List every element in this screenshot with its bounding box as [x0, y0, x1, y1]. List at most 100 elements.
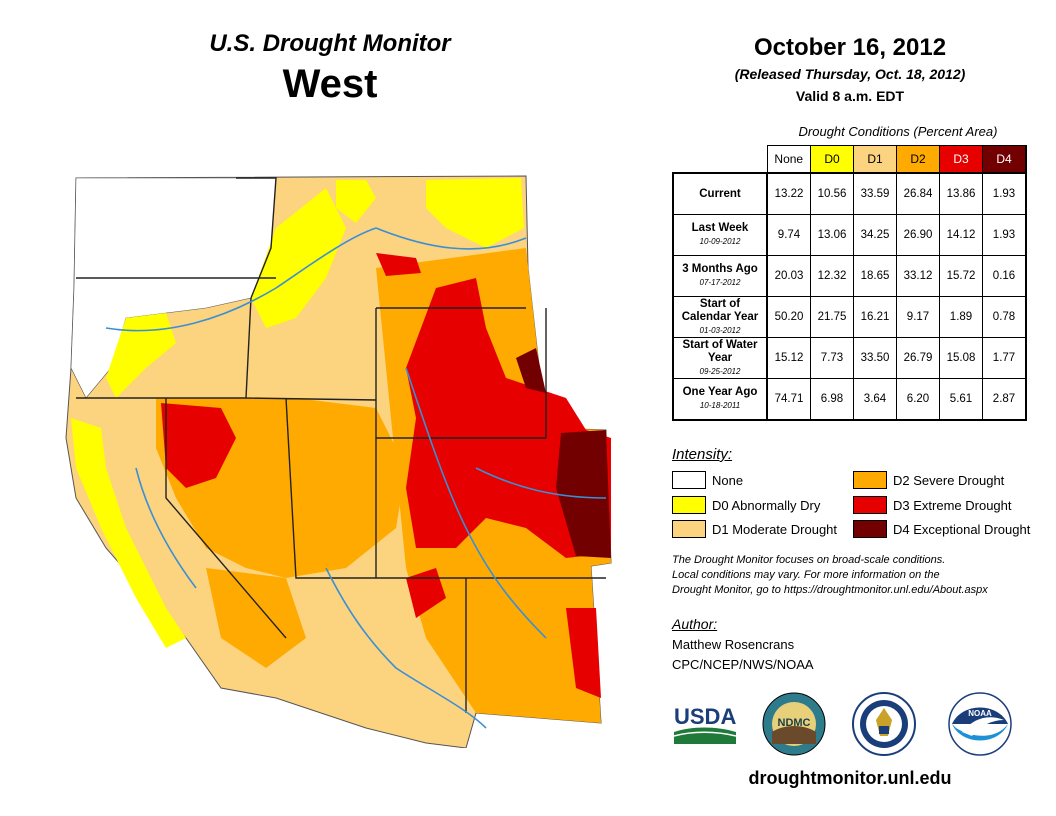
row-label-text: Start of Water Year	[682, 338, 758, 364]
legend-swatch	[672, 496, 706, 514]
disclaimer-note: The Drought Monitor focuses on broad-sca…	[672, 553, 1042, 598]
table-row: Start of Calendar Year 01-03-2012 50.20 2…	[672, 296, 1027, 338]
legend-item-d4: D4 Exceptional Drought	[853, 520, 1030, 538]
table-cell: 9.17	[896, 296, 940, 338]
table-row: Last Week 10-09-2012 9.74 13.06 34.25 26.…	[672, 214, 1027, 256]
zone-d3-south-plains	[406, 568, 601, 698]
table-cell: 0.16	[982, 255, 1027, 297]
author-heading: Author:	[672, 616, 718, 632]
ndmc-icon: NDMC	[762, 692, 826, 756]
table-cell: 13.06	[810, 214, 854, 256]
legend-item-d0: D0 Abnormally Dry	[672, 496, 820, 514]
col-header-none: None	[766, 145, 811, 174]
legend-swatch	[672, 520, 706, 538]
eagle-seal-icon	[852, 692, 916, 756]
zone-d3-montana	[376, 253, 421, 276]
ndmc-logo: NDMC	[762, 692, 826, 756]
table-cell: 0.78	[982, 296, 1027, 338]
drought-map	[46, 168, 626, 748]
row-label: Current	[672, 172, 768, 215]
row-label-text: Last Week	[691, 222, 749, 234]
legend-item-d3: D3 Extreme Drought	[853, 496, 1012, 514]
note-line: The Drought Monitor focuses on broad-sca…	[672, 554, 946, 566]
row-date: 10-09-2012	[699, 237, 741, 246]
table-cell: 33.59	[853, 172, 897, 215]
row-date: 07-17-2012	[699, 278, 741, 287]
table-row: 3 Months Ago 07-17-2012 20.03 12.32 18.65…	[672, 255, 1027, 297]
table-cell: 34.25	[853, 214, 897, 256]
table-cell: 1.93	[982, 214, 1027, 256]
commerce-seal-logo	[852, 692, 916, 756]
row-date: 01-03-2012	[699, 325, 741, 335]
zone-d0-california-coast	[71, 418, 186, 648]
legend-label: D1 Moderate Drought	[712, 521, 838, 537]
state-boundaries	[76, 177, 606, 713]
legend-swatch	[853, 520, 887, 538]
table-cell: 3.64	[853, 378, 897, 421]
legend-label: D0 Abnormally Dry	[712, 497, 821, 513]
drought-map-svg	[65, 175, 612, 748]
row-label: Last Week 10-09-2012	[672, 214, 768, 256]
table-cell: 15.12	[766, 337, 811, 379]
table-cell: 14.12	[939, 214, 983, 256]
legend-label: None	[712, 472, 744, 488]
author-org: CPC/NCEP/NWS/NOAA	[672, 657, 814, 672]
legend-label: D3 Extreme Drought	[893, 497, 1012, 513]
table-cell: 74.71	[766, 378, 811, 421]
table-row: Start of Water Year 09-25-2012 15.12 7.73…	[672, 337, 1027, 379]
author-name: Matthew Rosencrans	[672, 637, 795, 652]
legend-item-d2: D2 Severe Drought	[853, 471, 1004, 489]
svg-text:NOAA: NOAA	[968, 709, 992, 718]
region-title: West	[282, 62, 378, 106]
zone-d3-nevada	[161, 403, 236, 488]
zone-d0-montana	[336, 178, 524, 248]
noaa-logo: NOAA	[948, 692, 1012, 756]
zone-d2-southwest	[206, 568, 306, 668]
row-label-text: One Year Ago	[682, 386, 758, 398]
svg-text:USDA: USDA	[674, 704, 736, 729]
table-cell: 15.08	[939, 337, 983, 379]
legend-swatch	[853, 496, 887, 514]
table-cell: 15.72	[939, 255, 983, 297]
table-cell: 7.73	[810, 337, 854, 379]
map-date: October 16, 2012	[753, 34, 947, 61]
table-cell: 10.56	[810, 172, 854, 215]
valid-time: Valid 8 a.m. EDT	[795, 88, 905, 104]
table-cell: 6.98	[810, 378, 854, 421]
usda-icon: USDA	[673, 704, 736, 744]
row-label: Start of Calendar Year 01-03-2012	[672, 296, 768, 338]
table-cell: 13.86	[939, 172, 983, 215]
table-cell: 33.12	[896, 255, 940, 297]
legend-item-d1: D1 Moderate Drought	[672, 520, 837, 538]
table-cell: 1.89	[939, 296, 983, 338]
table-cell: 50.20	[766, 296, 811, 338]
table-cell: 18.65	[853, 255, 897, 297]
col-header-d2: D2	[896, 145, 940, 174]
table-row: Current 13.22 10.56 33.59 26.84 13.86 1.…	[672, 172, 1027, 215]
svg-text:NDMC: NDMC	[778, 717, 811, 729]
usda-logo: USDA	[672, 698, 738, 748]
row-label-text: Start of Calendar Year	[681, 297, 759, 323]
table-cell: 33.50	[853, 337, 897, 379]
table-cell: 13.22	[766, 172, 811, 215]
note-line: Drought Monitor, go to https://droughtmo…	[672, 584, 988, 596]
table-corner	[673, 146, 767, 174]
row-label: 3 Months Ago 07-17-2012	[672, 255, 768, 297]
table-cell: 2.87	[982, 378, 1027, 421]
col-header-d3: D3	[939, 145, 983, 174]
table-cell: 16.21	[853, 296, 897, 338]
row-label-text: 3 Months Ago	[682, 263, 758, 275]
legend-title: Intensity:	[672, 446, 733, 463]
legend-swatch	[853, 471, 887, 489]
table-cell: 1.93	[982, 172, 1027, 215]
table-cell: 21.75	[810, 296, 854, 338]
table-caption: Drought Conditions (Percent Area)	[798, 124, 998, 139]
row-label: Start of Water Year 09-25-2012	[672, 337, 768, 379]
table-cell: 20.03	[766, 255, 811, 297]
zone-d0-oregon	[106, 313, 176, 398]
table-cell: 9.74	[766, 214, 811, 256]
legend-label: D4 Exceptional Drought	[893, 521, 1031, 537]
col-header-d4: D4	[982, 145, 1027, 174]
map-title: U.S. Drought Monitor	[209, 30, 451, 57]
row-date: 10-18-2011	[699, 401, 741, 410]
